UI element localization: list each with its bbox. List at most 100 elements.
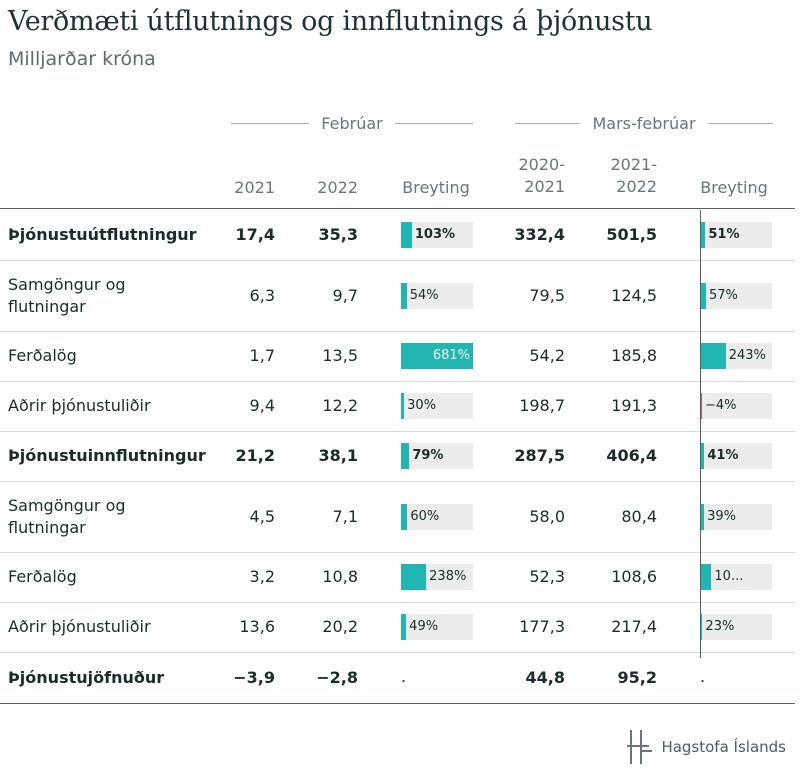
row-label: Aðrir þjónustuliðir — [8, 396, 151, 415]
group-label-februar: Febrúar — [321, 113, 383, 133]
column-header-2021-2022-line1: 2021- — [610, 155, 658, 174]
breyting-value: 681% — [432, 348, 470, 363]
cell-value-v1: 21,2 — [235, 446, 275, 465]
cell-value-v4: 406,4 — [606, 446, 657, 465]
cell-value-v1: 1,7 — [249, 346, 275, 365]
table-bottom-divider — [0, 703, 795, 704]
row-divider — [0, 652, 795, 653]
breyting-zero-axis — [700, 210, 701, 658]
row-label: Aðrir þjónustuliðir — [8, 617, 151, 636]
row-label: Ferðalög — [8, 346, 77, 365]
breyting-bar-fill — [401, 393, 405, 419]
breyting-bar-b1: 60% — [401, 504, 473, 530]
breyting-bar-b2: 243% — [700, 343, 772, 369]
breyting-value: 39% — [707, 509, 737, 524]
breyting-value: 10... — [714, 569, 744, 584]
breyting-empty-b2: . — [700, 667, 706, 686]
breyting-bar-fill — [700, 564, 712, 590]
breyting-bar-fill — [401, 614, 407, 640]
cell-value-v4: 185,8 — [611, 346, 657, 365]
cell-value-v4: 191,3 — [611, 396, 657, 415]
cell-value-v1: 6,3 — [249, 285, 275, 305]
cell-value-v1: −3,9 — [233, 667, 275, 687]
cell-value-v3: 58,0 — [529, 506, 565, 526]
cell-value-v3: 198,7 — [519, 396, 565, 415]
header-divider — [0, 208, 795, 209]
cell-value-v4: 501,5 — [606, 225, 657, 244]
breyting-bar-fill — [700, 393, 702, 419]
cell-value-v4: 95,2 — [617, 667, 657, 687]
cell-value-v2: 35,3 — [318, 225, 358, 244]
breyting-bar-b1: 30% — [401, 393, 473, 419]
cell-value-v3: 332,4 — [514, 225, 565, 244]
group-line — [394, 122, 473, 124]
breyting-value: 23% — [705, 619, 735, 634]
column-header-breyting-februar: Breyting — [402, 178, 470, 197]
cell-value-v4: 80,4 — [621, 506, 657, 526]
breyting-bar-b2: 51% — [700, 222, 772, 248]
cell-value-v4: 108,6 — [611, 567, 657, 586]
breyting-bar-fill — [401, 343, 473, 369]
breyting-value: 49% — [409, 619, 439, 634]
breyting-bar-fill — [401, 222, 412, 248]
breyting-bar-b1: 79% — [401, 443, 473, 469]
group-line — [515, 122, 581, 124]
group-header-mars-februar: Mars-febrúar — [515, 112, 773, 134]
breyting-bar-fill — [401, 504, 408, 530]
row-divider — [0, 260, 795, 261]
breyting-bar-fill — [401, 564, 427, 590]
cell-value-v3: 79,5 — [529, 285, 565, 305]
row-divider — [0, 381, 795, 382]
breyting-bar-fill — [401, 283, 407, 309]
cell-value-v1: 17,4 — [235, 225, 275, 244]
breyting-bar-b1: 54% — [401, 283, 473, 309]
breyting-bar-fill — [700, 614, 703, 640]
cell-value-v4: 217,4 — [611, 617, 657, 636]
column-header-2020-2021: 2020- 2021 — [500, 154, 566, 198]
cell-value-v2: 20,2 — [322, 617, 358, 636]
cell-value-v3: 52,3 — [529, 567, 565, 586]
breyting-bar-b2: 10... — [700, 564, 772, 590]
cell-value-v1: 13,6 — [239, 617, 275, 636]
page-subtitle: Milljarðar króna — [8, 48, 156, 70]
cell-value-v2: 12,2 — [322, 396, 358, 415]
breyting-bar-b1: 681% — [401, 343, 473, 369]
breyting-bar-fill — [700, 343, 726, 369]
breyting-value: 54% — [409, 288, 439, 303]
row-label: Samgöngur og flutningar — [8, 275, 126, 316]
breyting-empty-b1: . — [401, 667, 407, 686]
breyting-bar-b2: 39% — [700, 504, 772, 530]
column-header-breyting-mars-februar: Breyting — [700, 178, 768, 197]
cell-value-v1: 4,5 — [249, 506, 275, 526]
breyting-value: 51% — [708, 227, 740, 242]
column-header-2021-2022-line2: 2022 — [616, 177, 657, 196]
breyting-bar-b2: 41% — [700, 443, 772, 469]
column-header-2020-2021-line1: 2020- — [518, 155, 566, 174]
cell-value-v1: 3,2 — [249, 567, 275, 586]
breyting-bar-b2: 57% — [700, 283, 772, 309]
breyting-value: 60% — [410, 509, 440, 524]
page-title: Verðmæti útflutnings og innflutnings á þ… — [8, 6, 653, 37]
group-header-februar: Febrúar — [231, 112, 473, 134]
group-label-mars-februar: Mars-febrúar — [592, 113, 696, 133]
cell-value-v2: −2,8 — [316, 667, 358, 687]
row-divider — [0, 481, 795, 482]
column-header-2020-2021-line2: 2021 — [524, 177, 565, 196]
cell-value-v2: 10,8 — [322, 567, 358, 586]
breyting-bar-b1: 103% — [401, 222, 473, 248]
breyting-bar-fill — [700, 283, 707, 309]
cell-value-v3: 177,3 — [519, 617, 565, 636]
cell-value-v3: 54,2 — [529, 346, 565, 365]
breyting-value: 57% — [709, 288, 738, 303]
cell-value-v2: 7,1 — [332, 506, 358, 526]
row-divider — [0, 552, 795, 553]
row-label: Samgöngur og flutningar — [8, 496, 126, 537]
cell-value-v4: 124,5 — [611, 285, 657, 305]
cell-value-v1: 9,4 — [249, 396, 275, 415]
row-label: Þjónustuinnflutningur — [8, 446, 206, 465]
breyting-bar-b2: −4% — [700, 393, 772, 419]
breyting-value: 41% — [707, 448, 739, 463]
row-label: Ferðalög — [8, 567, 77, 586]
row-divider — [0, 331, 795, 332]
row-label: Þjónustujöfnuður — [8, 667, 165, 687]
